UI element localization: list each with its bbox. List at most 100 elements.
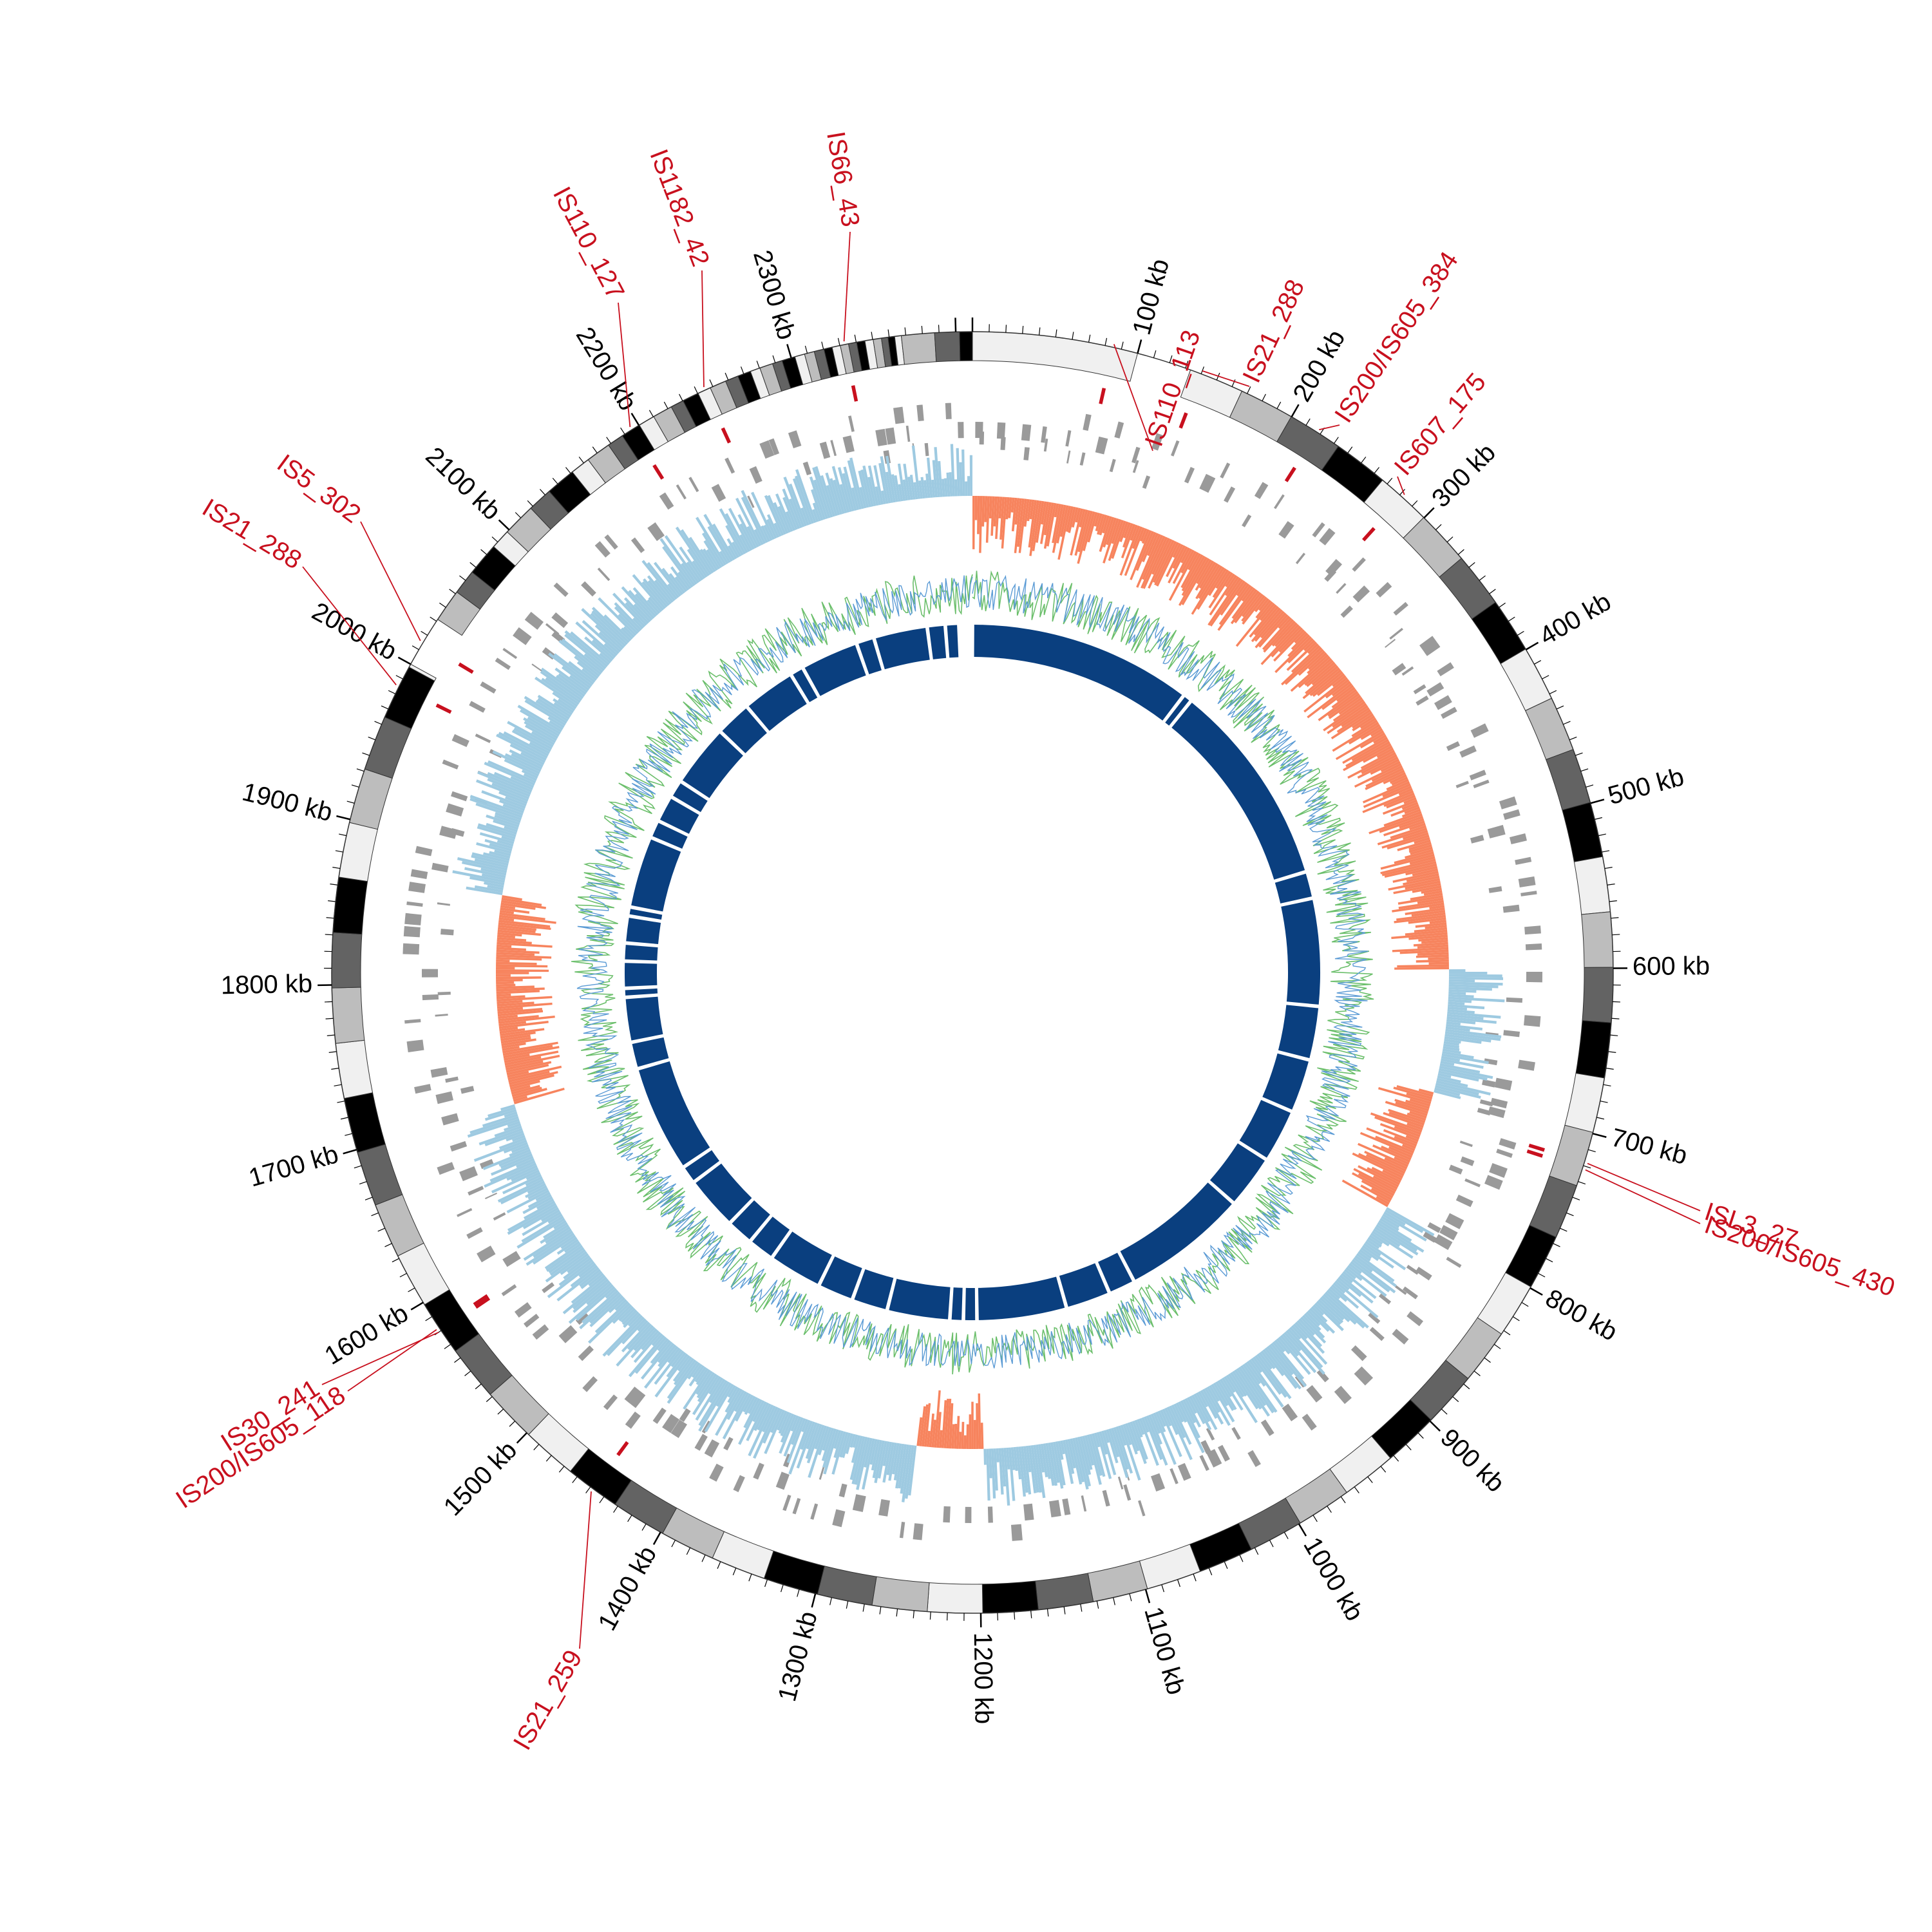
- gc-skew-bar: [1352, 713, 1374, 729]
- gc-skew-bar: [1260, 603, 1276, 621]
- cds-block: [604, 534, 618, 550]
- gc-skew-bar: [1311, 1306, 1328, 1323]
- gc-skew-bar: [1321, 1295, 1350, 1323]
- gc-skew-bar: [696, 516, 727, 566]
- gc-skew-bar: [1434, 1090, 1461, 1099]
- gc-skew-bar: [934, 1390, 941, 1448]
- gc-skew-bar: [1354, 1255, 1397, 1287]
- gc-skew-bar: [1189, 1396, 1206, 1425]
- ideogram-band: [375, 1194, 424, 1256]
- gc-skew-bar: [558, 673, 587, 695]
- gc-skew-bar: [1209, 579, 1244, 627]
- gc-skew-bar: [1444, 1034, 1492, 1043]
- tick-mark: [459, 575, 466, 581]
- tick-mark: [1521, 1302, 1529, 1307]
- gc-skew-bar: [694, 1366, 707, 1383]
- inner-block: [748, 676, 807, 731]
- tick-mark: [1417, 1432, 1424, 1439]
- gc-skew-bar: [519, 709, 561, 735]
- gc-skew-bar: [560, 1253, 589, 1275]
- inner-block: [682, 734, 743, 799]
- cds-block: [514, 1302, 532, 1318]
- inner-block: [632, 1037, 669, 1067]
- gc-skew-bar: [1141, 535, 1166, 589]
- gc-skew-bar: [1447, 1009, 1475, 1014]
- gc-skew-bar: [1003, 1448, 1010, 1506]
- gc-skew-bar: [1336, 687, 1356, 702]
- gc-skew-bar: [471, 852, 509, 864]
- gc-skew-bar: [496, 954, 552, 959]
- gc-skew-bar: [668, 573, 686, 594]
- gc-skew-bar: [574, 655, 600, 677]
- gc-skew-bar: [1447, 1007, 1468, 1011]
- gc-skew-bar: [1368, 1235, 1383, 1245]
- cds-block: [1385, 639, 1396, 649]
- tick-mark: [1393, 1455, 1399, 1462]
- gc-skew-bar: [1371, 1166, 1401, 1183]
- gc-skew-bar: [498, 920, 551, 928]
- gc-skew-bar: [502, 1041, 558, 1054]
- cds-block: [437, 1162, 455, 1175]
- gc-skew-bar: [1150, 1413, 1161, 1434]
- gc-skew-bar: [511, 730, 551, 752]
- gc-skew-bar: [674, 1358, 695, 1386]
- gc-skew-bar: [735, 1393, 752, 1422]
- cds-block: [670, 1419, 687, 1439]
- cds-block: [1448, 1164, 1463, 1175]
- gc-skew-bar: [1365, 770, 1405, 790]
- gc-skew-bar: [1272, 1341, 1305, 1380]
- gc-skew-bar: [1401, 808, 1421, 818]
- gc-skew-bar: [1363, 1243, 1381, 1256]
- gc-skew-bar: [1383, 1112, 1424, 1128]
- cds-block: [1520, 891, 1537, 896]
- gc-skew-bar: [1336, 1278, 1350, 1291]
- gc-skew-bar: [795, 475, 814, 524]
- gc-skew-bar: [632, 587, 659, 616]
- gc-skew-bar: [1238, 1366, 1267, 1406]
- gc-skew-bar: [867, 477, 876, 507]
- tick-mark: [1553, 1243, 1560, 1247]
- cds-block: [431, 862, 449, 873]
- inner-block: [1281, 900, 1320, 1005]
- gc-skew-bar: [490, 1155, 534, 1176]
- cds-block: [450, 1141, 468, 1152]
- ideogram-band: [817, 1566, 877, 1606]
- tick-mark: [395, 675, 403, 679]
- inner-block: [1262, 1053, 1309, 1110]
- gc-skew-bar: [497, 1007, 524, 1012]
- gc-skew-bar: [524, 696, 567, 724]
- inner-block: [965, 1287, 976, 1320]
- gc-skew-bar: [1141, 1417, 1150, 1433]
- gc-skew-bar: [1221, 1377, 1244, 1411]
- gc-skew-bar: [786, 1417, 806, 1463]
- gc-skew-bar: [882, 1441, 890, 1466]
- gc-skew-bar: [509, 1071, 558, 1085]
- gc-skew-bar: [956, 448, 960, 497]
- gc-skew-bar: [1052, 504, 1062, 544]
- cds-block: [1217, 1444, 1230, 1462]
- gc-skew-bar: [1271, 620, 1296, 647]
- gc-skew-bar: [1447, 1011, 1501, 1019]
- tick-mark: [1005, 325, 1007, 333]
- gc-skew-bar: [589, 1293, 622, 1324]
- gc-skew-bar: [1394, 851, 1434, 864]
- gc-skew-bar: [1306, 661, 1336, 687]
- gc-skew-bar: [1255, 1355, 1287, 1398]
- gc-skew-bar: [715, 1382, 732, 1407]
- tick-mark: [454, 1357, 461, 1363]
- cds-block: [1023, 1503, 1034, 1521]
- gc-skew-bar: [1171, 1404, 1192, 1445]
- cds-block: [493, 1212, 506, 1221]
- gc-skew-bar: [505, 1054, 560, 1068]
- inner-block: [1098, 1253, 1132, 1292]
- inner-block: [624, 963, 658, 987]
- cds-block: [532, 1324, 549, 1340]
- cds-block: [709, 1463, 724, 1482]
- gc-skew-bar: [1282, 1333, 1317, 1374]
- gc-skew-bar: [1336, 709, 1371, 734]
- is-leader-line: [1585, 1169, 1701, 1224]
- gc-skew-bar: [498, 1137, 527, 1150]
- gc-skew-bar: [512, 1088, 547, 1100]
- gc-skew-bar: [825, 472, 840, 516]
- gc-skew-bar: [1434, 1087, 1461, 1097]
